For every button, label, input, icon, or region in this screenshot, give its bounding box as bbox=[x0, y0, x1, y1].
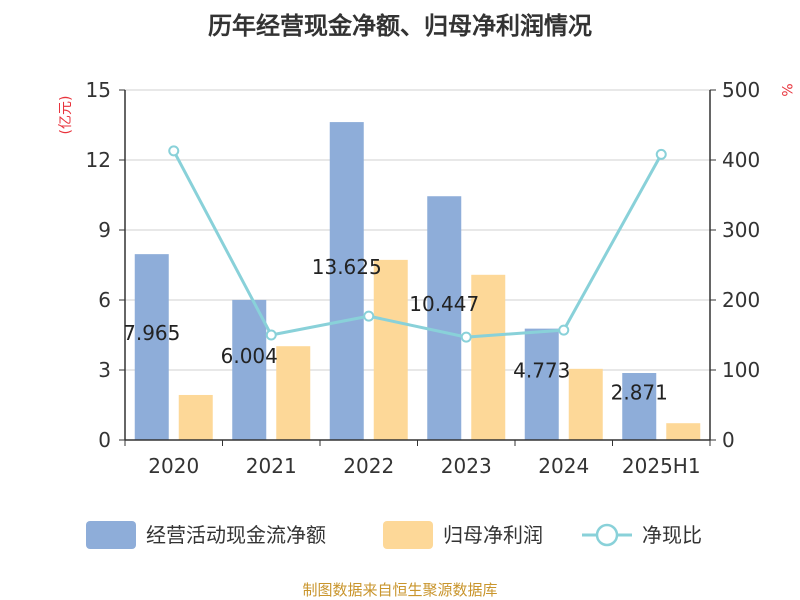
legend: 经营活动现金流净额 归母净利润 净现比 bbox=[86, 521, 702, 549]
y-right-tick-label: 500 bbox=[722, 78, 760, 102]
x-tick-label: 2020 bbox=[148, 454, 199, 478]
y-left-tick-label: 12 bbox=[86, 148, 111, 172]
y-right-tick-label: 300 bbox=[722, 218, 760, 242]
axes: 0 3 6 9 12 15 0 100 200 300 400 500 2020 2021 2022 2023… bbox=[86, 78, 761, 478]
y-right-tick-label: 0 bbox=[722, 428, 735, 452]
bar-net-profit bbox=[373, 259, 408, 440]
legend-label-net-profit: 归母净利润 bbox=[443, 523, 543, 547]
data-labels: 7.965 6.004 13.625 10.447 4.773 2.871 bbox=[123, 255, 668, 404]
bar-net-profit bbox=[276, 346, 311, 440]
x-tick-label: 2023 bbox=[441, 454, 492, 478]
data-label-cash-flow: 4.773 bbox=[513, 358, 570, 382]
legend-label-cash-flow: 经营活动现金流净额 bbox=[146, 523, 326, 547]
ratio-point bbox=[168, 145, 180, 157]
ratio-line bbox=[168, 145, 667, 343]
bar-net-profit bbox=[471, 274, 506, 440]
bar-net-profit bbox=[568, 368, 603, 440]
y-left-tick-label: 15 bbox=[86, 78, 111, 102]
ratio-point bbox=[460, 331, 472, 343]
legend-swatch-cash-flow bbox=[86, 521, 136, 549]
bar-cash-flow bbox=[134, 254, 169, 440]
y-left-tick-label: 9 bbox=[98, 218, 111, 242]
ratio-point bbox=[655, 148, 667, 160]
y-left-tick-label: 3 bbox=[98, 358, 111, 382]
bar-cash-flow bbox=[427, 196, 462, 440]
ratio-point bbox=[265, 329, 277, 341]
x-tick-label: 2021 bbox=[246, 454, 297, 478]
bar-net-profit bbox=[178, 394, 213, 440]
x-tick-label: 2025H1 bbox=[622, 454, 701, 478]
x-tick-label: 2022 bbox=[343, 454, 394, 478]
bar-cash-flow bbox=[524, 328, 559, 440]
legend-swatch-net-profit bbox=[383, 521, 433, 549]
y-right-tick-label: 100 bbox=[722, 358, 760, 382]
ratio-point bbox=[558, 324, 570, 336]
y-left-tick-label: 6 bbox=[98, 288, 111, 312]
legend-swatch-ratio-marker bbox=[595, 523, 619, 547]
ratio-line-path bbox=[172, 150, 663, 339]
data-label-cash-flow: 2.871 bbox=[611, 381, 668, 405]
grid-lines bbox=[125, 89, 710, 371]
y-right-tick-label: 400 bbox=[722, 148, 760, 172]
x-tick-label: 2024 bbox=[538, 454, 589, 478]
y-left-tick-label: 0 bbox=[98, 428, 111, 452]
y-left-unit-label: (亿元) bbox=[58, 96, 74, 135]
bars bbox=[134, 122, 701, 440]
legend-label-ratio: 净现比 bbox=[642, 523, 702, 547]
chart-title: 历年经营现金净额、归母净利润情况 bbox=[208, 12, 592, 40]
bar-cash-flow bbox=[232, 299, 267, 440]
y-right-tick-label: 200 bbox=[722, 288, 760, 312]
bar-net-profit bbox=[666, 423, 701, 440]
data-label-cash-flow: 13.625 bbox=[312, 255, 382, 279]
data-label-cash-flow: 10.447 bbox=[409, 292, 479, 316]
data-label-cash-flow: 7.965 bbox=[123, 321, 180, 345]
y-right-unit-label: % bbox=[778, 83, 794, 96]
bar-cash-flow bbox=[622, 373, 657, 440]
ratio-point bbox=[363, 310, 375, 322]
data-label-cash-flow: 6.004 bbox=[221, 344, 278, 368]
bar-cash-flow bbox=[329, 122, 364, 440]
source-note: 制图数据来自恒生聚源数据库 bbox=[302, 581, 497, 599]
